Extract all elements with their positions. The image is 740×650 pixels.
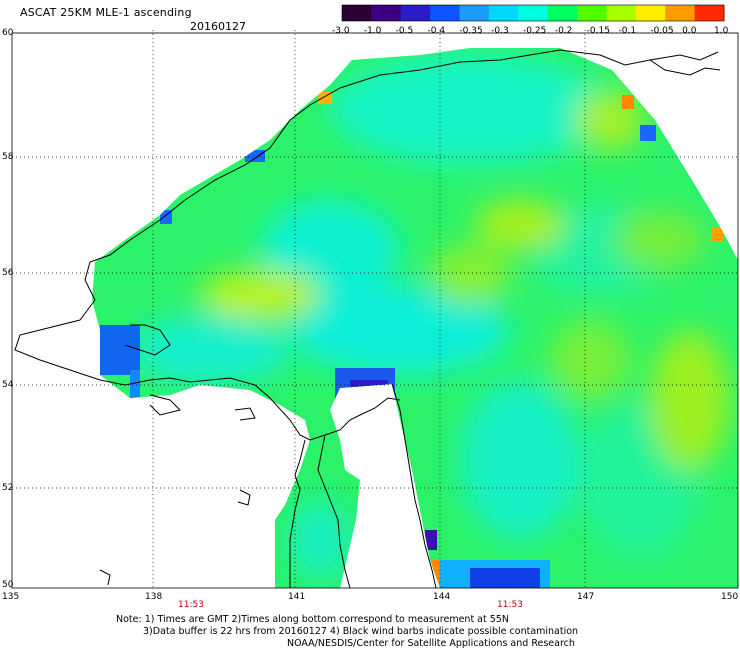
lat-label-56: 56 [2,268,14,278]
coastline [14,49,721,589]
colorbar-label: -0.25 [523,26,547,36]
colorbar-label: -0.15 [586,26,610,36]
colorbar-label: 0.0 [682,26,697,36]
colorbar-swatch [547,5,578,21]
colorbar-swatch [635,5,666,21]
colorbar-label: -0.3 [491,26,509,36]
colorbar [341,4,725,22]
colorbar-swatch [518,5,549,21]
colorbar-swatch [400,5,431,21]
colorbar-label: -1.0 [363,26,382,36]
colorbar-label: -0.2 [554,26,573,36]
lon-label-147: 147 [577,592,595,602]
colorbar-label: 1.0 [714,26,729,36]
colorbar-frame [341,4,725,22]
lat-label-60: 60 [2,28,14,38]
lat-label-52: 52 [2,483,14,493]
lat-label-54: 54 [2,380,14,390]
lon-label-138: 138 [145,592,163,602]
lon-label-135: 135 [2,592,20,602]
note-line-2: 3)Data buffer is 22 hrs from 20160127 4)… [143,626,579,637]
colorbar-swatch [665,5,696,21]
note-line-1: Note: 1) Times are GMT 2)Times along bot… [116,614,509,625]
colorbar-label: -3.0 [332,26,350,36]
lon-label-150: 150 [721,592,739,602]
lon-label-144: 144 [433,592,451,602]
colorbar-label: -0.5 [395,26,414,36]
lon-label-141: 141 [288,592,306,602]
time-label-left: 11:53 [178,600,204,610]
colorbar-swatch [488,5,519,21]
lat-label-50: 50 [2,580,14,590]
colorbar-swatch [342,5,372,21]
colorbar-swatch [459,5,490,21]
colorbar-swatch [371,5,402,21]
colorbar-swatch [430,5,461,21]
colorbar-label: -0.1 [618,26,637,36]
colorbar-swatch [606,5,637,21]
note-line-3: NOAA/NESDIS/Center for Satellite Applica… [287,638,575,649]
lat-label-58: 58 [2,152,14,162]
wind-field-layer [92,48,738,588]
colorbar-label: -0.4 [427,26,446,36]
colorbar-swatch [694,5,725,21]
colorbar-swatch [577,5,607,21]
chart-title: ASCAT 25KM MLE-1 ascending [20,6,192,19]
date-label: 20160127 [190,20,246,33]
colorbar-label: -0.35 [459,26,483,36]
time-label-right: 11:53 [497,600,523,610]
map-frame [11,32,739,589]
colorbar-label: -0.05 [650,26,674,36]
